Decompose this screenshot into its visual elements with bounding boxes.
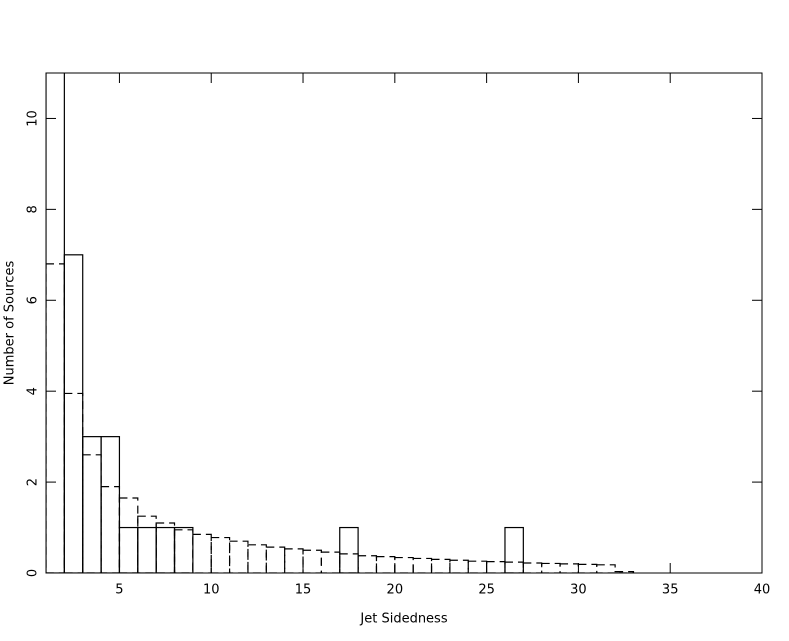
histogram-bar: [596, 564, 616, 573]
histogram-bar: [46, 263, 65, 573]
histogram-bar: [467, 560, 488, 573]
histogram-bar: [430, 558, 451, 573]
y-tick-label: 0: [26, 569, 41, 577]
histogram-bar: [100, 486, 121, 573]
histogram-bar: [541, 562, 561, 573]
x-tick-label: 15: [295, 583, 312, 598]
histogram-bar: [210, 536, 231, 573]
y-tick-label: 2: [26, 478, 41, 486]
histogram-bar: [118, 526, 139, 573]
histogram-bar: [394, 556, 414, 573]
histogram-bar: [375, 556, 396, 573]
histogram-bar: [357, 555, 378, 573]
x-tick-label: 25: [478, 583, 495, 598]
histogram-bar: [339, 526, 359, 573]
histogram-bar: [247, 544, 267, 573]
histogram-bar: [173, 529, 194, 573]
x-tick-label: 30: [570, 583, 587, 598]
x-axis-title: Jet Sidedness: [359, 612, 447, 627]
histogram-bar: [486, 561, 506, 573]
x-tick-label: 35: [662, 583, 679, 598]
x-tick-label: 10: [203, 583, 220, 598]
histogram-bar: [100, 436, 121, 573]
histogram-bar: [302, 549, 322, 573]
histogram-bar: [137, 515, 157, 573]
histogram-bar: [155, 526, 176, 573]
histogram-bar: [82, 436, 102, 573]
histogram-bar: [412, 557, 433, 573]
x-tick-label: 40: [754, 583, 771, 598]
histogram-bar: [192, 533, 212, 573]
histogram-bar: [284, 548, 304, 573]
histogram-bar: [173, 526, 194, 573]
bars: [46, 73, 635, 573]
y-tick-label: 10: [26, 110, 41, 127]
histogram-bar: [522, 562, 543, 573]
histogram-bar: [228, 540, 249, 573]
y-tick-label: 4: [26, 387, 41, 395]
histogram-bar: [265, 546, 286, 573]
histogram-bar: [614, 571, 635, 573]
histogram-bar: [504, 561, 524, 573]
y-axis-title: Number of Sources: [3, 261, 18, 386]
histogram-bar: [449, 559, 469, 573]
plot-frame: [45, 72, 763, 574]
histogram-bar: [559, 563, 580, 573]
histogram-bar: [63, 254, 84, 573]
y-tick-label: 6: [26, 296, 41, 304]
x-tick-label: 5: [115, 583, 123, 598]
histogram-bar: [82, 454, 102, 573]
histogram-bar: [63, 392, 84, 573]
x-tick-label: 20: [387, 583, 404, 598]
histogram-bar: [577, 563, 598, 573]
histogram-bar: [504, 526, 524, 573]
histogram-bar: [118, 497, 139, 573]
y-tick-label: 8: [26, 205, 41, 213]
histogram-bar: [155, 522, 176, 573]
histogram-bar: [137, 526, 157, 573]
histogram-bar: [339, 553, 359, 573]
histogram-bar: [320, 551, 341, 573]
